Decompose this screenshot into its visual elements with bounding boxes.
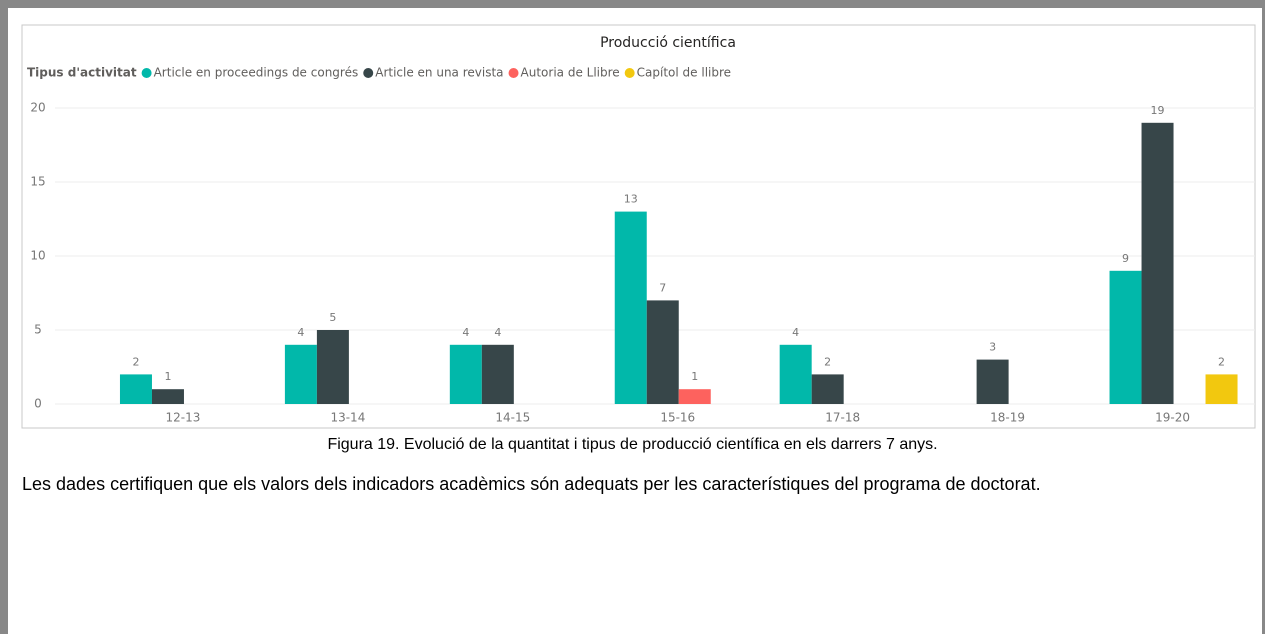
data-label: 3	[989, 341, 996, 354]
bar	[449, 344, 482, 404]
bar	[678, 389, 711, 404]
legend-swatch	[363, 68, 374, 78]
bar	[1109, 270, 1142, 404]
legend-swatch	[141, 68, 152, 78]
bar	[811, 374, 844, 404]
bar	[481, 344, 514, 404]
data-label: 13	[624, 193, 638, 206]
bar	[646, 300, 679, 404]
legend-label: Article en proceedings de congrés	[154, 66, 359, 80]
bar	[976, 359, 1009, 404]
bar	[316, 330, 349, 404]
y-tick-label: 0	[34, 397, 42, 411]
x-tick-label: 19-20	[1155, 411, 1190, 425]
x-tick-label: 18-19	[990, 411, 1025, 425]
figure-caption: Figura 19. Evolució de la quantitat i ti…	[327, 436, 938, 453]
data-label: 4	[494, 326, 501, 339]
data-label: 2	[824, 355, 831, 368]
body-paragraph: Les dades certifiquen que els valors del…	[22, 474, 1041, 494]
x-tick-label: 14-15	[495, 411, 530, 425]
y-tick-label: 5	[34, 323, 42, 337]
legend-label: Autoria de Llibre	[521, 66, 620, 80]
data-label: 2	[132, 355, 139, 368]
data-label: 1	[164, 370, 171, 383]
legend-label: Article en una revista	[375, 66, 503, 80]
data-label: 7	[659, 281, 666, 294]
bar	[614, 211, 647, 404]
bar	[284, 344, 317, 404]
x-tick-label: 13-14	[330, 411, 365, 425]
x-tick-label: 12-13	[166, 411, 201, 425]
data-label: 4	[297, 326, 304, 339]
legend-title: Tipus d'activitat	[27, 66, 137, 80]
data-label: 4	[792, 326, 799, 339]
x-tick-label: 17-18	[825, 411, 860, 425]
bar	[151, 389, 184, 404]
bar	[1141, 122, 1174, 405]
data-label: 5	[329, 311, 336, 324]
x-tick-label: 15-16	[660, 411, 695, 425]
legend-swatch	[624, 68, 635, 78]
data-label: 4	[462, 326, 469, 339]
chart-box	[21, 24, 1256, 429]
data-label: 2	[1218, 355, 1225, 368]
legend-swatch	[508, 68, 519, 78]
bar	[1205, 374, 1238, 404]
chart-title: Producció científica	[600, 35, 736, 51]
data-label: 9	[1122, 252, 1129, 265]
legend-label: Capítol de llibre	[637, 66, 731, 80]
y-tick-label: 15	[30, 175, 45, 189]
data-label: 19	[1151, 104, 1165, 117]
bar	[779, 344, 812, 404]
y-tick-label: 20	[30, 101, 45, 115]
data-label: 1	[691, 370, 698, 383]
y-tick-label: 10	[30, 249, 45, 263]
bar	[119, 374, 152, 404]
